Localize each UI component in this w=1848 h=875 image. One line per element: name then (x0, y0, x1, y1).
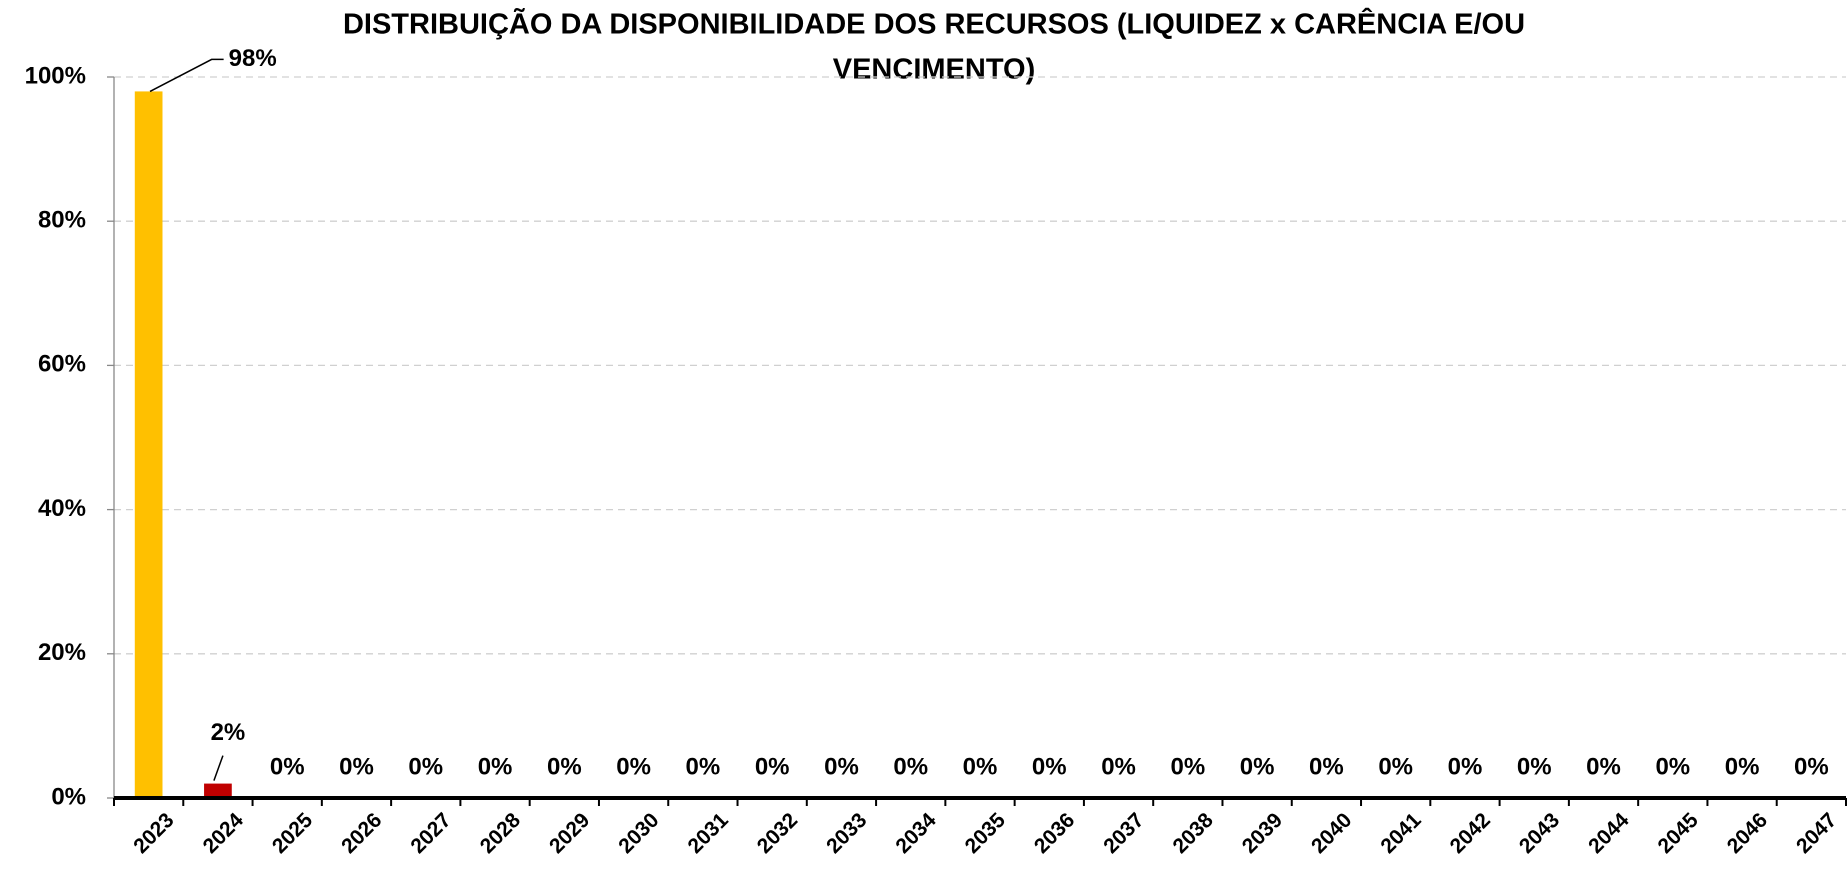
value-label: 0% (1170, 753, 1205, 780)
value-label: 0% (547, 753, 582, 780)
value-label: 0% (1101, 753, 1136, 780)
value-label: 0% (755, 753, 790, 780)
value-label: 0% (1309, 753, 1344, 780)
value-label: 98% (229, 45, 277, 72)
leader-line (149, 58, 224, 93)
chart-title: VENCIMENTO) (833, 54, 1035, 86)
value-label: 0% (1448, 753, 1483, 780)
value-label: 0% (408, 753, 443, 780)
value-label: 0% (1032, 753, 1067, 780)
value-label: 0% (1378, 753, 1413, 780)
value-label: 0% (1240, 753, 1275, 780)
value-label: 0% (686, 753, 721, 780)
leader-line (213, 755, 224, 781)
y-tick-label: 80% (38, 207, 86, 234)
value-label: 0% (824, 753, 859, 780)
value-label: 0% (1586, 753, 1621, 780)
y-tick-label: 0% (51, 783, 86, 810)
value-label: 0% (339, 753, 374, 780)
value-label: 0% (1725, 753, 1760, 780)
value-label: 0% (270, 753, 305, 780)
value-label: 0% (616, 753, 651, 780)
y-tick-label: 100% (25, 62, 86, 89)
value-label: 0% (1655, 753, 1690, 780)
y-tick-label: 60% (38, 351, 86, 378)
chart-title: DISTRIBUIÇÃO DA DISPONIBILIDADE DOS RECU… (343, 7, 1525, 41)
value-label: 0% (478, 753, 513, 780)
y-tick-label: 40% (38, 495, 86, 522)
value-label: 0% (893, 753, 928, 780)
bar (134, 91, 163, 799)
value-label: 2% (211, 719, 246, 746)
value-label: 0% (1517, 753, 1552, 780)
value-label: 0% (963, 753, 998, 780)
value-label: 0% (1794, 753, 1829, 780)
bar (204, 783, 232, 798)
y-tick-label: 20% (38, 639, 86, 666)
